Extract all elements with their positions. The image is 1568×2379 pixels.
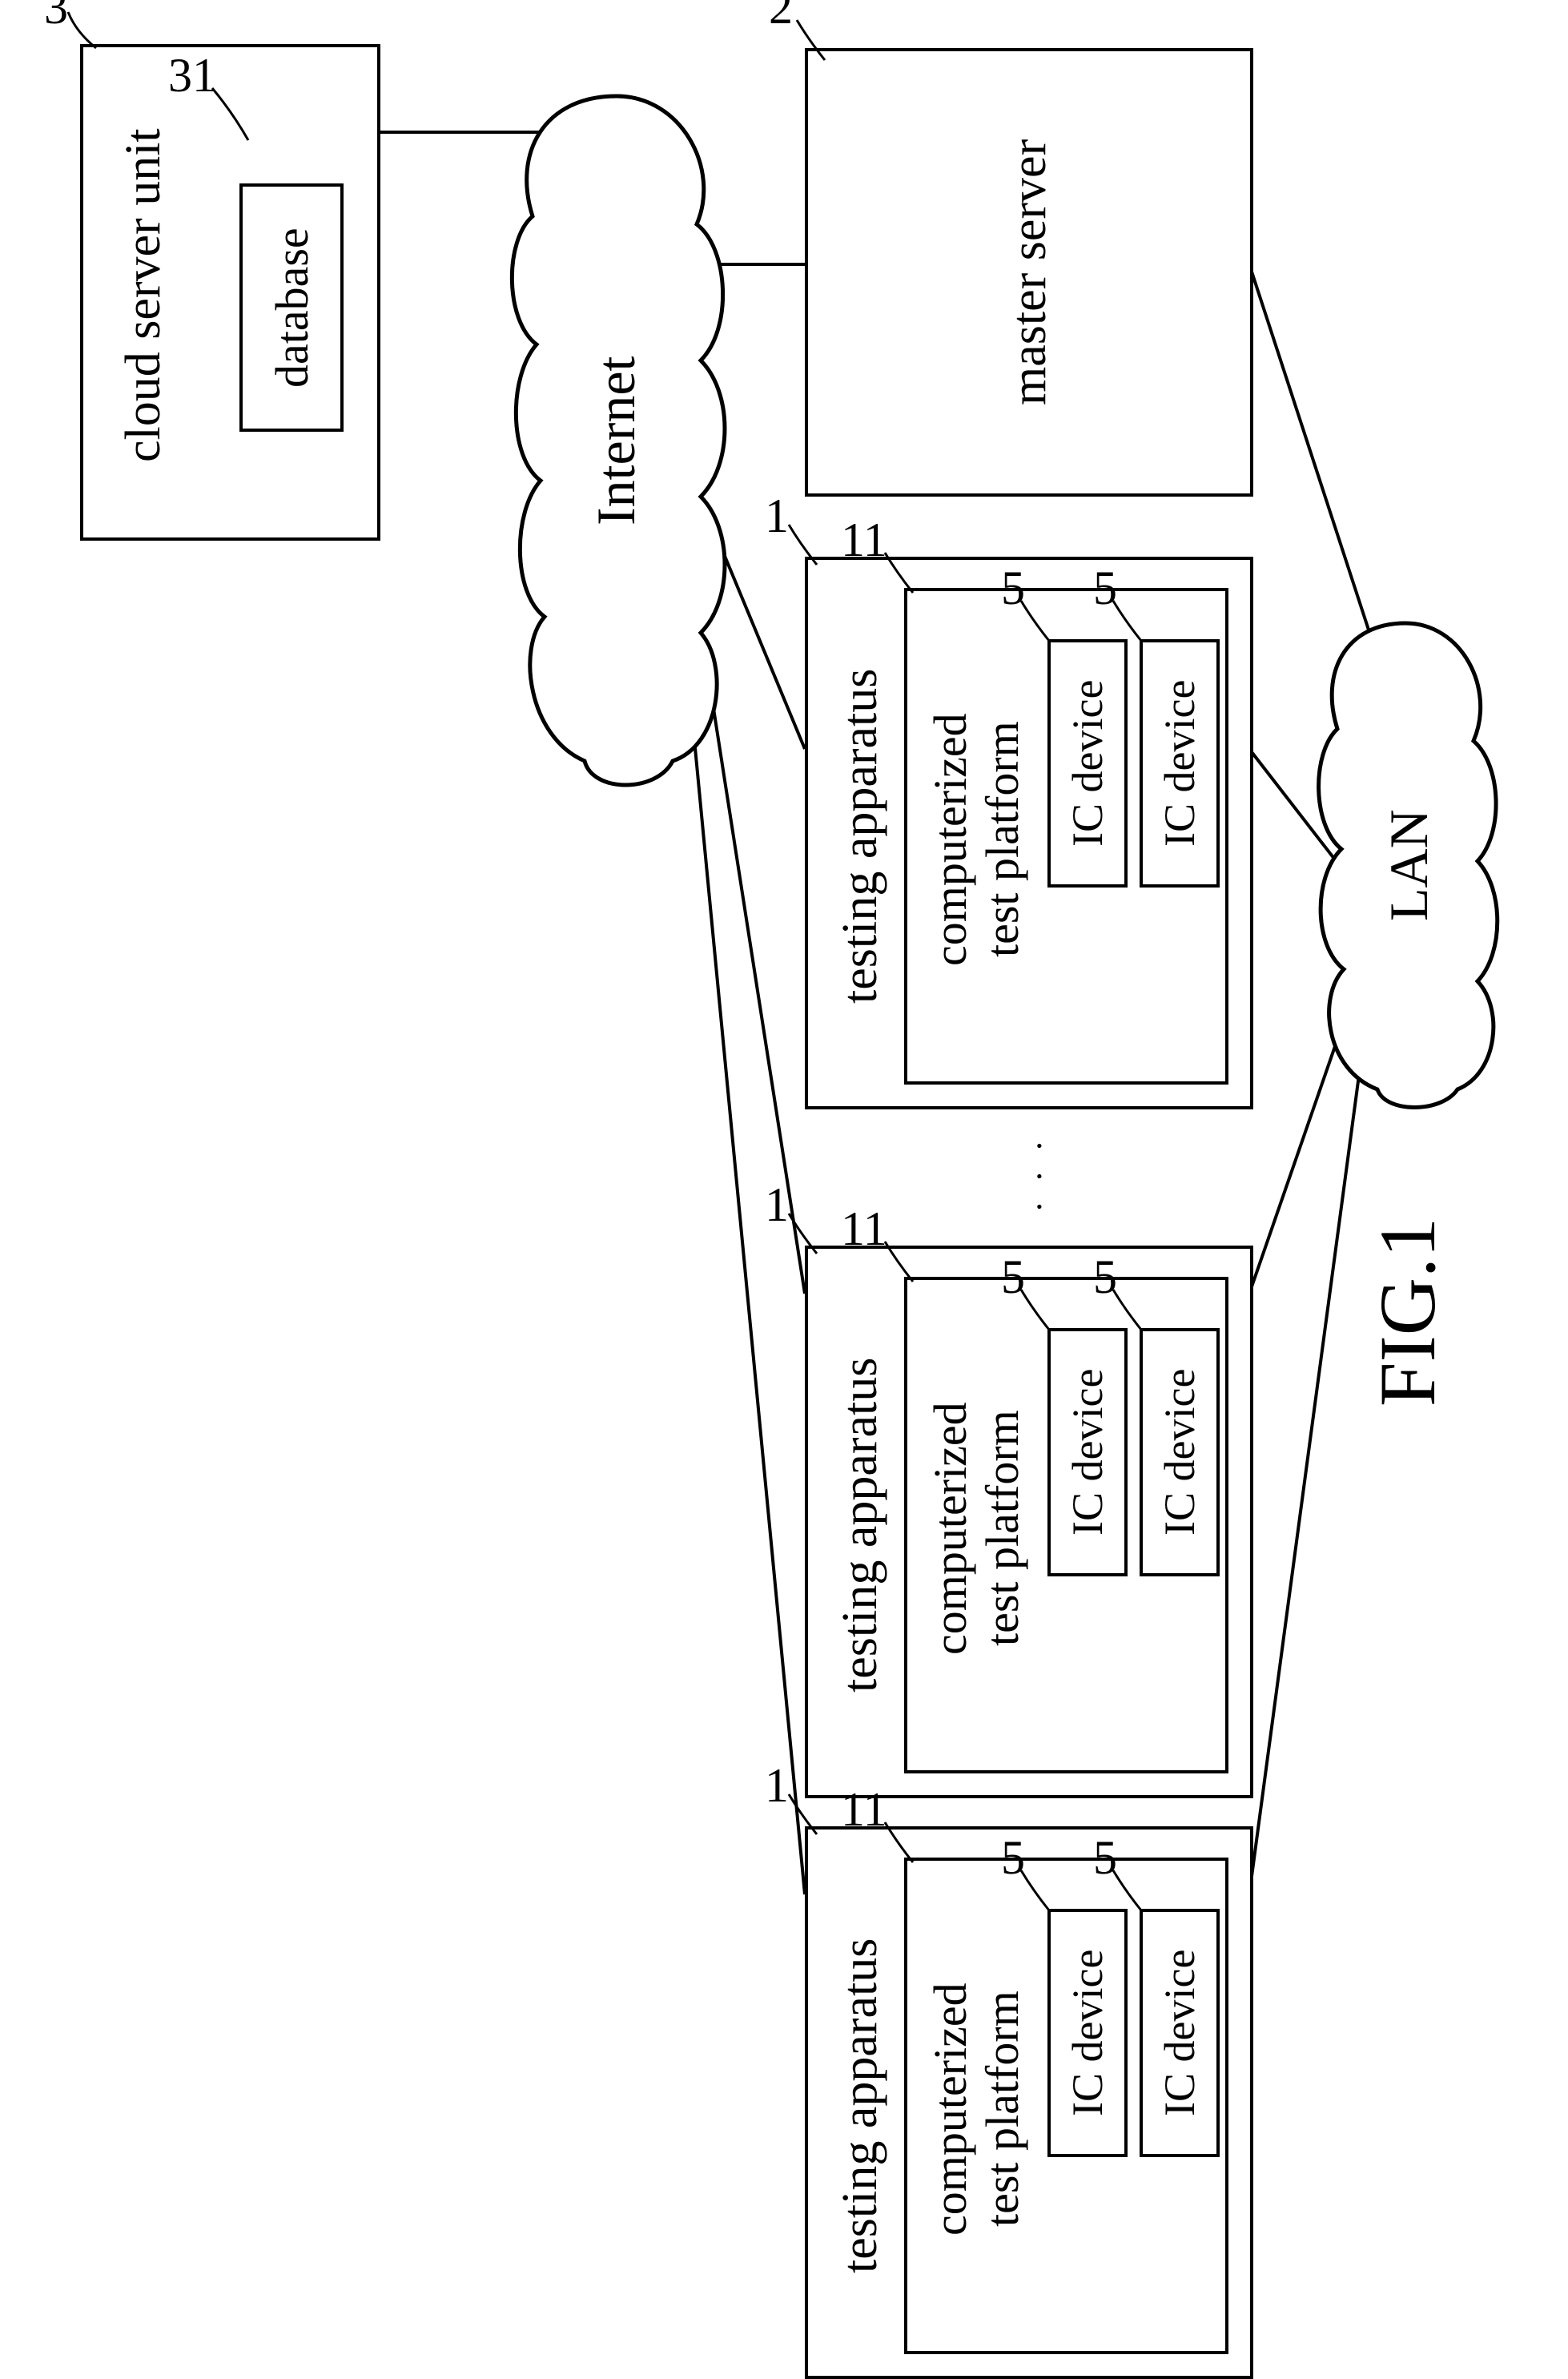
ta2-platform-l2: test platform <box>975 1376 1029 1681</box>
ta3-label: testing apparatus <box>832 632 889 1041</box>
ta1-ic1-label: IC device <box>1063 1925 1112 2141</box>
ref-3: 3 <box>44 0 68 35</box>
ta3-ref-5a: 5 <box>1001 561 1025 616</box>
lan-cloud: LAN <box>1305 609 1506 1121</box>
ta3-platform-l2: test platform <box>975 687 1029 992</box>
ta2-ic2-label: IC device <box>1155 1344 1204 1560</box>
ta2-platform-l1: computerized <box>923 1352 977 1705</box>
ta3-ic1-label: IC device <box>1063 655 1112 871</box>
ta1-ref-1: 1 <box>765 1758 789 1813</box>
testing-apparatus-3: testing apparatus computerized test plat… <box>805 557 1253 1109</box>
database-box: database <box>239 183 344 432</box>
diagram-canvas: Internet LAN cloud server unit database … <box>0 0 1568 2337</box>
ta2-platform: computerized test platform IC device . .… <box>904 1277 1228 1773</box>
master-server-label: master server <box>1001 104 1058 441</box>
ta2-ref-1: 1 <box>765 1177 789 1233</box>
ta3-ic2: IC device <box>1140 639 1220 888</box>
ta1-platform-l2: test platform <box>975 1957 1029 2261</box>
ta2-ref-5b: 5 <box>1093 1250 1117 1305</box>
ta3-platform-l1: computerized <box>923 663 977 1016</box>
figure-label: FIG.1 <box>1361 1218 1453 1407</box>
ta3-ref-1: 1 <box>765 489 789 544</box>
ta3-ic1: IC device <box>1047 639 1128 888</box>
ta2-ref-11: 11 <box>841 1202 887 1257</box>
ta3-ref-5b: 5 <box>1093 561 1117 616</box>
ta2-ic1: IC device <box>1047 1328 1128 1576</box>
database-label: database <box>265 203 319 412</box>
ta1-platform-l1: computerized <box>923 1933 977 2285</box>
ta1-ic2-label: IC device <box>1155 1925 1204 2141</box>
ta3-ic2-label: IC device <box>1155 655 1204 871</box>
ta1-ref-11: 11 <box>841 1782 887 1838</box>
internet-cloud: Internet <box>497 80 737 801</box>
ta2-ref-5a: 5 <box>1001 1250 1025 1305</box>
testing-apparatus-2: testing apparatus computerized test plat… <box>805 1246 1253 1798</box>
ref-2: 2 <box>769 0 793 35</box>
ta1-ic1: IC device <box>1047 1909 1128 2157</box>
master-server: master server <box>805 48 1253 497</box>
ta2-ic1-label: IC device <box>1063 1344 1112 1560</box>
ta1-ref-5b: 5 <box>1093 1830 1117 1886</box>
cloud-server-label: cloud server unit <box>115 95 172 496</box>
ellipsis-1: . . . <box>1009 1121 1050 1226</box>
ref-31: 31 <box>168 48 216 103</box>
ta3-platform: computerized test platform IC device . .… <box>904 588 1228 1085</box>
ta1-platform: computerized test platform IC device . .… <box>904 1858 1228 2354</box>
ta3-ref-11: 11 <box>841 513 887 568</box>
ta1-ic2: IC device <box>1140 1909 1220 2157</box>
ta2-label: testing apparatus <box>832 1321 889 1729</box>
cloud-server-unit: cloud server unit database <box>80 44 380 541</box>
lan-label: LAN <box>1377 785 1441 945</box>
ta1-ref-5a: 5 <box>1001 1830 1025 1886</box>
internet-label: Internet <box>585 320 648 561</box>
ta1-label: testing apparatus <box>832 1902 889 2310</box>
testing-apparatus-1: testing apparatus computerized test plat… <box>805 1826 1253 2379</box>
ta2-ic2: IC device <box>1140 1328 1220 1576</box>
